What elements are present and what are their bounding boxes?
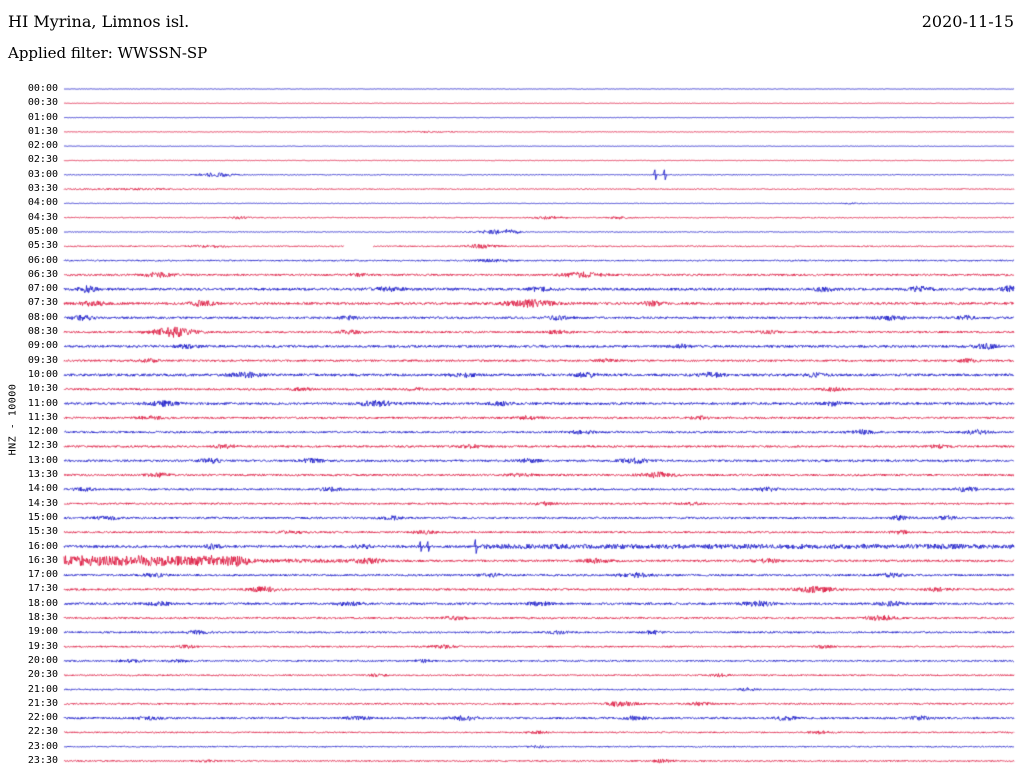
- time-label: 03:00: [27, 168, 58, 180]
- time-label: 17:30: [27, 583, 58, 595]
- time-label: 16:00: [27, 540, 58, 552]
- time-label: 14:30: [27, 497, 58, 509]
- time-label: 23:00: [27, 740, 58, 752]
- time-label: 11:00: [27, 397, 58, 409]
- time-label: 15:00: [27, 511, 58, 523]
- time-label: 12:30: [27, 440, 58, 452]
- time-label: 08:00: [27, 311, 58, 323]
- time-label: 02:30: [27, 154, 58, 166]
- filter-label: Applied filter: WWSSN-SP: [8, 44, 208, 62]
- time-label: 08:30: [27, 326, 58, 338]
- time-label: 13:30: [27, 469, 58, 481]
- time-label: 18:30: [27, 612, 58, 624]
- time-label: 14:00: [27, 483, 58, 495]
- time-label: 05:00: [27, 225, 58, 237]
- time-label: 07:30: [27, 297, 58, 309]
- time-label: 23:30: [27, 755, 58, 766]
- time-label: 19:30: [27, 640, 58, 652]
- time-label: 21:00: [27, 683, 58, 695]
- time-label: 01:00: [27, 111, 58, 123]
- time-label: 04:00: [27, 197, 58, 209]
- time-label: 22:00: [27, 712, 58, 724]
- time-label: 19:00: [27, 626, 58, 638]
- time-label: 20:00: [27, 654, 58, 666]
- time-label: 15:30: [27, 526, 58, 538]
- time-label: 21:30: [27, 697, 58, 709]
- time-label: 00:00: [27, 83, 58, 94]
- time-label: 13:00: [27, 454, 58, 466]
- time-label: 10:00: [27, 368, 58, 380]
- time-label: 05:30: [27, 240, 58, 252]
- time-label: 00:30: [27, 97, 58, 109]
- time-label: 09:30: [27, 354, 58, 366]
- time-label: 06:30: [27, 268, 58, 280]
- time-label: 09:00: [27, 340, 58, 352]
- time-label: 02:00: [27, 140, 58, 152]
- time-label: 20:30: [27, 669, 58, 681]
- time-label: 16:30: [27, 554, 58, 566]
- time-label: 12:00: [27, 426, 58, 438]
- time-label: 07:00: [27, 283, 58, 295]
- time-label: 22:30: [27, 726, 58, 738]
- time-label: 06:00: [27, 254, 58, 266]
- time-label: 04:30: [27, 211, 58, 223]
- time-label: 11:30: [27, 411, 58, 423]
- time-labels: 00:00 00:30 01:00 01:30 02:00 02:30 03:00 03:30…: [0, 0, 60, 780]
- time-label: 01:30: [27, 125, 58, 137]
- date-label: 2020-11-15: [921, 12, 1014, 31]
- time-label: 17:00: [27, 569, 58, 581]
- time-label: 18:00: [27, 597, 58, 609]
- time-label: 10:30: [27, 383, 58, 395]
- station-title: HI Myrina, Limnos isl.: [8, 12, 190, 31]
- time-label: 03:30: [27, 183, 58, 195]
